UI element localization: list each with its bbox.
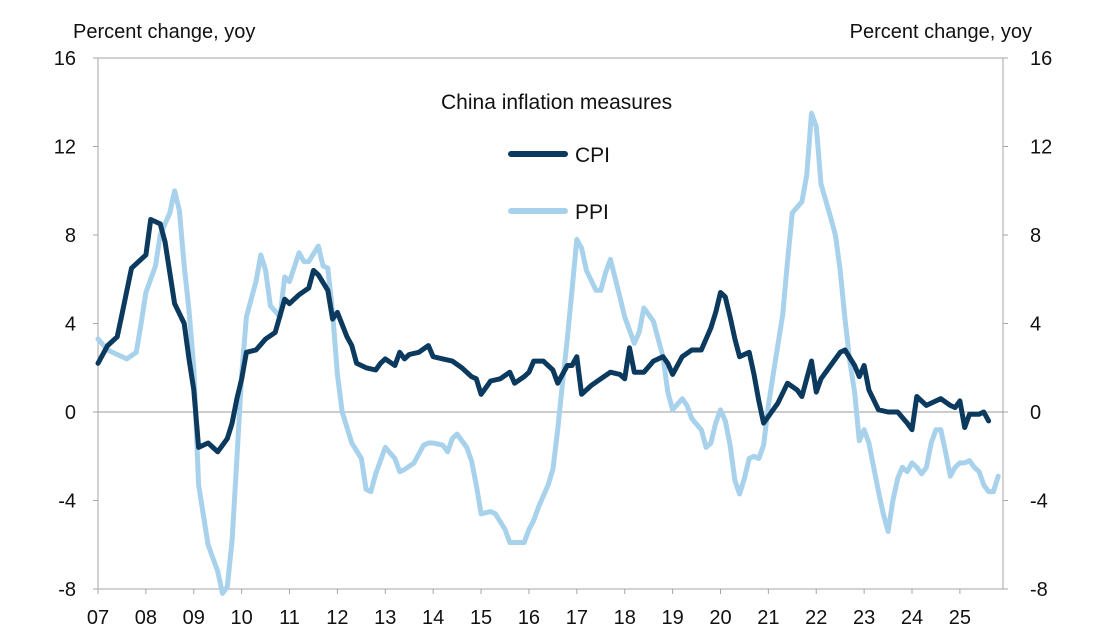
x-tick-label: 07 [87, 607, 109, 629]
left-y-tick-label: 16 [54, 48, 76, 70]
left-y-tick-label: 12 [54, 137, 76, 159]
x-tick-label: 14 [422, 607, 444, 629]
left-y-tick-label: 4 [65, 314, 76, 336]
x-tick-label: 16 [518, 607, 540, 629]
x-tick-label: 25 [949, 607, 971, 629]
x-tick-label: 15 [470, 607, 492, 629]
left-axis-label: Percent change, yoy [73, 21, 255, 43]
x-tick-label: 09 [183, 607, 205, 629]
chart-title: China inflation measures [441, 91, 672, 114]
x-tick-label: 17 [566, 607, 588, 629]
x-tick-label: 10 [231, 607, 253, 629]
right-y-tick-label: 8 [1030, 225, 1041, 247]
x-tick-label: 21 [757, 607, 779, 629]
x-tick-label: 20 [709, 607, 731, 629]
x-tick-label: 12 [326, 607, 348, 629]
left-y-tick-label: -4 [58, 491, 76, 513]
right-y-tick-label: -4 [1030, 491, 1048, 513]
x-tick-label: 18 [614, 607, 636, 629]
right-y-tick-label: 0 [1030, 402, 1041, 424]
legend-label-cpi: CPI [575, 144, 610, 167]
x-tick-label: 22 [805, 607, 827, 629]
left-y-tick-label: 0 [65, 402, 76, 424]
x-tick-label: 23 [853, 607, 875, 629]
x-tick-label: 13 [374, 607, 396, 629]
x-tick-label: 11 [279, 607, 300, 629]
x-tick-label: 19 [661, 607, 683, 629]
x-axis: 07 08 09 10 11 12 13 14 15 16 17 18 19 20 21 22 23 24 25 [87, 589, 971, 629]
right-y-tick-label: 16 [1030, 48, 1052, 70]
right-y-tick-label: 12 [1030, 137, 1052, 159]
series-layer [95, 110, 1001, 596]
series-line-ppi [95, 110, 1001, 596]
right-y-axis: -8 -4 0 4 8 12 16 [1003, 48, 1052, 601]
right-y-tick-label: -8 [1030, 579, 1048, 601]
left-y-tick-label: 8 [65, 225, 76, 247]
right-y-tick-label: 4 [1030, 314, 1041, 336]
x-tick-label: 24 [901, 607, 923, 629]
left-y-axis: -8 -4 0 4 8 12 16 [54, 48, 98, 601]
left-y-tick-label: -8 [58, 579, 76, 601]
legend-label-ppi: PPI [575, 201, 609, 224]
series-line-cpi [95, 217, 992, 455]
x-tick-label: 08 [135, 607, 157, 629]
legend: CPI PPI [508, 144, 610, 224]
right-axis-label: Percent change, yoy [850, 21, 1032, 43]
